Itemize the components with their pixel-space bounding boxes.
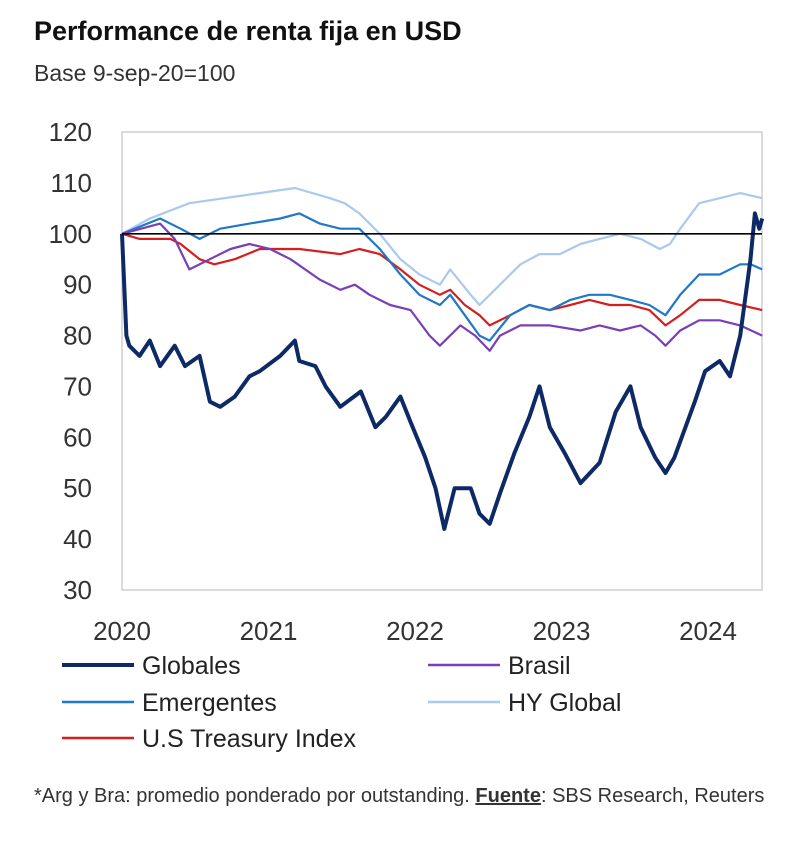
x-tick-label: 2022 [386, 616, 444, 646]
legend-label-brasil: Brasil [508, 652, 571, 680]
chart-title: Performance de renta fija en USD [34, 16, 462, 46]
line-chart: 30 40 50 60 70 80 90 100 110 120 2020 2021 2022 2023… [49, 117, 765, 753]
series-line-globales [120, 211, 765, 531]
x-tick-label: 2020 [93, 616, 151, 646]
legend-label-emergentes: Emergentes [142, 689, 277, 717]
y-tick-label: 80 [63, 321, 92, 351]
source-label: Fuente [475, 785, 541, 807]
x-tick-label: 2024 [679, 616, 737, 646]
series-line-hy-global [121, 186, 763, 307]
series-line-emergentes [121, 212, 763, 342]
y-tick-label: 30 [63, 575, 92, 605]
y-tick-label: 120 [49, 117, 92, 147]
source-text: : SBS Research, Reuters [540, 785, 765, 807]
x-tick-label: 2021 [240, 616, 298, 646]
chart-subtitle: Base 9-sep-20=100 [34, 60, 236, 86]
legend-label-u-s-treasury-index: U.S Treasury Index [142, 725, 356, 753]
y-tick-label: 40 [63, 524, 92, 554]
y-tick-label: 50 [63, 473, 92, 503]
plot-area-border [121, 131, 763, 591]
legend-label-globales: Globales [142, 652, 241, 680]
footnote: *Arg y Bra: promedio ponderado por outst… [34, 782, 794, 811]
y-tick-label: 70 [63, 371, 92, 401]
y-tick-label: 100 [49, 219, 92, 249]
x-tick-label: 2023 [533, 616, 591, 646]
y-tick-label: 110 [51, 168, 92, 198]
y-tick-label: 60 [63, 422, 92, 452]
footnote-text: *Arg y Bra: promedio ponderado por outst… [34, 785, 476, 807]
series-line-brasil [121, 222, 763, 352]
legend-label-hy-global: HY Global [508, 689, 622, 717]
y-tick-label: 90 [63, 270, 92, 300]
series-line-u-s-treasury-index [121, 232, 763, 327]
